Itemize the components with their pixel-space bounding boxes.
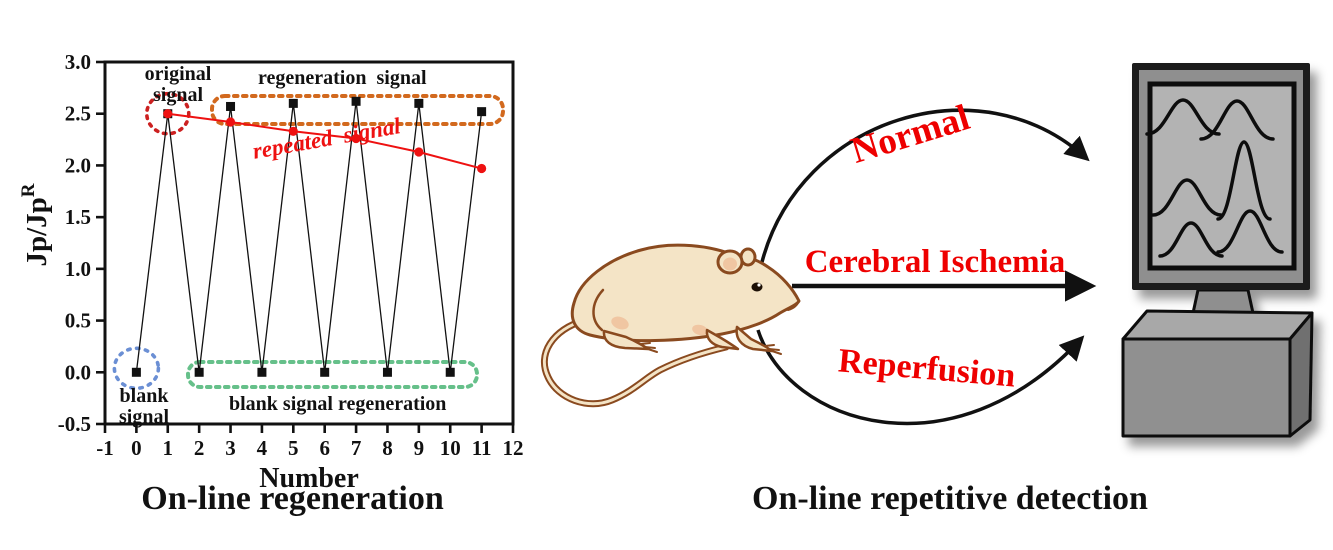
blank-regeneration-box: [186, 360, 479, 389]
mouse-hind-toes: [640, 342, 658, 353]
data-point-circle: [225, 117, 236, 127]
data-point-square: [226, 101, 236, 111]
data-point-square: [194, 367, 204, 377]
mouse-eye: [751, 282, 763, 292]
data-point-square: [131, 367, 141, 377]
mouse-body: [570, 243, 801, 343]
x-tick-label: 6: [319, 436, 330, 460]
y-tick-label: 1.0: [65, 257, 91, 281]
y-tick-label: 2.0: [65, 153, 91, 177]
data-point-square: [477, 107, 487, 117]
screen-trace: [1151, 178, 1223, 217]
data-point-circle: [163, 109, 173, 119]
normal-arrow: [760, 108, 1090, 263]
x-tick-label: 1: [163, 436, 174, 460]
monitor-screen: [1147, 81, 1297, 271]
y-axis-label: Jp/JpR: [18, 183, 53, 266]
computer-base-box: [1121, 309, 1314, 438]
x-tick-label: 10: [440, 436, 461, 460]
data-point-square: [257, 367, 267, 377]
original-signal-label: original signal: [144, 63, 212, 106]
data-point-square: [288, 98, 298, 108]
data-point-square: [445, 367, 455, 377]
screen-trace: [1216, 209, 1284, 254]
blank-signal-circle: [112, 346, 161, 391]
mouse-illustration: [540, 243, 801, 408]
data-point-square: [320, 367, 330, 377]
x-tick-label: 8: [382, 436, 393, 460]
left-caption: On-line regeneration: [141, 480, 444, 517]
flow-arrows: [756, 108, 1097, 426]
mouse-leg-patch: [692, 324, 708, 336]
screen-trace: [1199, 99, 1275, 141]
blank-signal-regeneration-label: blank signal regeneration: [229, 393, 447, 415]
y-tick-label: 0.0: [65, 360, 91, 384]
y-tick-label: 2.5: [65, 102, 91, 126]
mouse-front-foot: [735, 325, 774, 353]
data-point-circle: [288, 126, 298, 136]
data-point-square: [382, 367, 392, 377]
reperfusion-arrow: [756, 329, 1085, 426]
mouse-eye-highlight: [757, 283, 761, 287]
data-point-circle: [351, 133, 361, 144]
data-point-square: [414, 98, 424, 108]
y-tick-label: 3.0: [65, 50, 91, 74]
x-axis-label: Number: [259, 463, 359, 494]
mouse-front-foot-far: [705, 328, 740, 351]
y-tick-label: -0.5: [58, 412, 91, 436]
x-tick-label: 3: [225, 436, 236, 460]
base-top-face: [1121, 309, 1314, 341]
y-tick-label: 1.5: [65, 205, 91, 229]
x-tick-label: 2: [194, 436, 205, 460]
mouse-haunch-line: [592, 288, 605, 332]
computer-monitor-illustration: [1121, 63, 1314, 438]
x-tick-label: 9: [414, 436, 425, 460]
mouse-front-toes: [764, 344, 782, 355]
mouse-ear-inner: [723, 257, 737, 271]
data-point-circle: [477, 163, 487, 174]
x-tick-label: 11: [472, 436, 492, 460]
x-tick-label: 5: [288, 436, 299, 460]
original-signal-circle: [144, 91, 191, 136]
data-point-square: [351, 96, 361, 106]
base-front-face: [1121, 337, 1292, 438]
mouse-thigh-patch: [611, 316, 629, 330]
mouse-tail-inner: [542, 318, 728, 406]
x-tick-label: 7: [351, 436, 362, 460]
x-tick-label: -1: [96, 436, 114, 460]
regeneration-chart: 3.02.52.01.51.00.50.0-0.5-1 0 1 2 3 4 5 6 7 8 9 10 1…: [18, 50, 524, 494]
cerebral-ischemia-label: Cerebral Ischemia: [804, 244, 1066, 280]
x-tick-label: 4: [257, 436, 268, 460]
regeneration-signal-label: regeneration signal: [258, 67, 427, 89]
regeneration-signal-box: [210, 94, 505, 126]
x-tick-label: 0: [131, 436, 142, 460]
data-point-circle: [414, 147, 424, 157]
series-line-0: [135, 101, 483, 373]
x-tick-label: 12: [503, 436, 524, 460]
blank-signal-label: blank signal: [118, 385, 170, 428]
right-caption: On-line repetitive detection: [752, 480, 1148, 517]
screen-trace: [1145, 98, 1221, 136]
mouse-mouth: [787, 300, 800, 311]
screen-trace: [1158, 221, 1224, 258]
screen-trace: [1216, 140, 1272, 221]
series-line-1: [167, 112, 482, 170]
y-tick-label: 0.5: [65, 309, 91, 333]
chart-frame: [103, 60, 515, 426]
screen-signal-traces: [1145, 98, 1284, 258]
